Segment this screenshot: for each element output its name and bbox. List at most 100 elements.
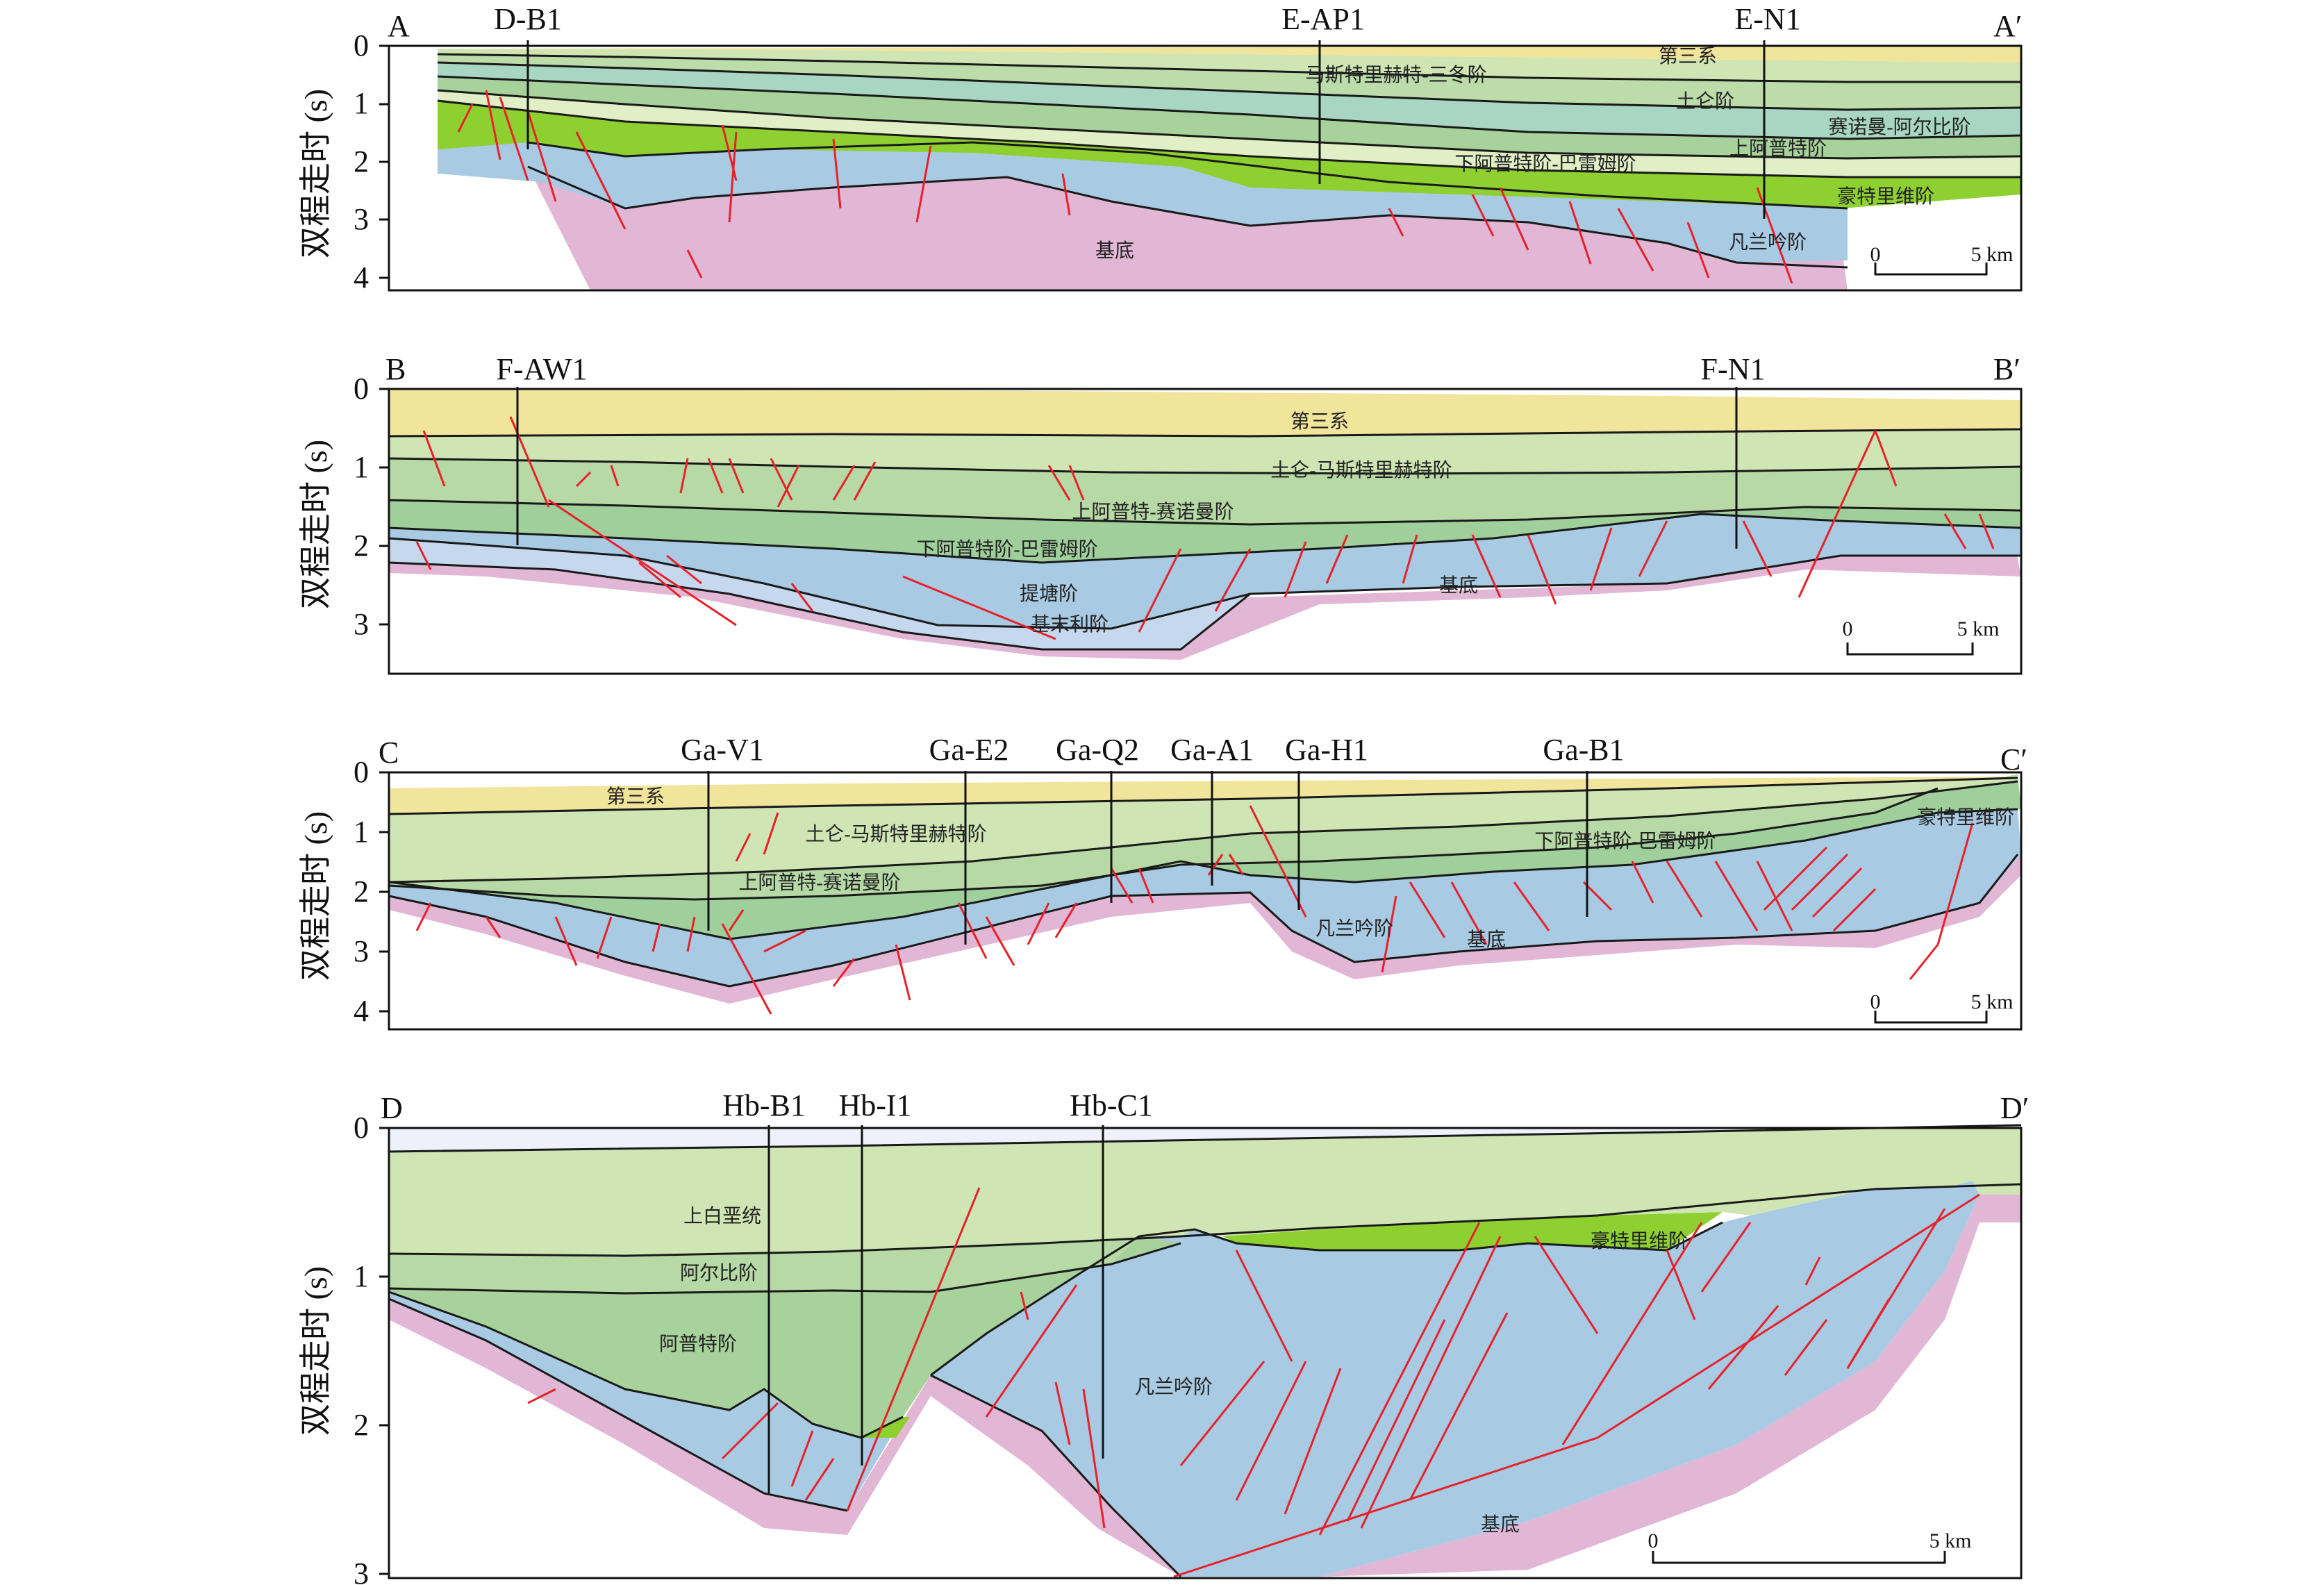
- tick-b-3: 3: [354, 607, 369, 641]
- well-ga-h1: Ga-H1: [1285, 733, 1368, 767]
- tick-c-3: 3: [354, 934, 369, 968]
- well-e-ap1: E-AP1: [1281, 2, 1365, 36]
- tick-a-4: 4: [354, 260, 369, 294]
- scale-d-km: 5 km: [1929, 1529, 1972, 1552]
- well-ga-q2: Ga-Q2: [1056, 733, 1139, 767]
- section-c: 双程走时 (s) 0 1 2 3 4: [298, 733, 2027, 1031]
- section-a: 双程走时 (s) 0 1 2 3 4: [298, 2, 2023, 294]
- section-b-right-label: B′: [1993, 352, 2020, 386]
- scale-b-km: 5 km: [1957, 617, 2000, 640]
- unit-basement-b: 基底: [1439, 574, 1478, 597]
- unit-lower-aptian-c: 下阿普特阶-巴雷姆阶: [1534, 830, 1716, 852]
- y-axis-label-b: 双程走时 (s): [298, 440, 333, 609]
- unit-basement-c: 基底: [1467, 929, 1506, 951]
- section-a-left-label: A: [388, 9, 410, 43]
- well-ga-v1: Ga-V1: [681, 733, 764, 767]
- well-ga-e2: Ga-E2: [929, 733, 1009, 767]
- unit-cenomanian-a: 赛诺曼-阿尔比阶: [1828, 116, 1970, 138]
- well-f-aw1: F-AW1: [497, 352, 588, 386]
- unit-albian-d: 阿尔比阶: [680, 1262, 758, 1284]
- tick-d-3: 3: [354, 1557, 369, 1585]
- tick-c-2: 2: [354, 874, 369, 908]
- unit-upper-aptian-b: 上阿普特-赛诺曼阶: [1072, 501, 1234, 523]
- layer-aptian-d: [389, 1288, 931, 1438]
- unit-tertiary-a: 第三系: [1659, 45, 1717, 67]
- tick-b-2: 2: [354, 529, 369, 563]
- tick-d-0: 0: [354, 1111, 369, 1145]
- tick-a-1: 1: [354, 86, 369, 120]
- unit-maastrichtian-a: 马斯特里赫特-三冬阶: [1305, 64, 1486, 86]
- layer-valanginian-a: [438, 142, 1848, 263]
- well-hb-b1: Hb-B1: [722, 1088, 806, 1122]
- layer-tertiary-a: [438, 46, 2021, 63]
- layer-maastrichtian-a: [438, 49, 2021, 82]
- scale-c-zero: 0: [1870, 990, 1881, 1013]
- unit-kimmeridgian-b: 基末利阶: [1031, 613, 1109, 636]
- section-c-right-label: C′: [2000, 742, 2027, 777]
- layer-top-d: [389, 1125, 2021, 1152]
- layer-turonian-a: [438, 54, 2021, 110]
- layer-valanginian-c: [389, 809, 2021, 986]
- layer-upper-aptian-a: [438, 76, 2021, 158]
- scale-bar-a: [1874, 263, 1988, 276]
- unit-lower-aptian-b: 下阿普特阶-巴雷姆阶: [916, 538, 1097, 561]
- scale-a-km: 5 km: [1971, 243, 2014, 266]
- layer-upper-cretaceous-d: [389, 1125, 2021, 1256]
- tick-c-0: 0: [354, 755, 369, 789]
- unit-aptian-d: 阿普特阶: [659, 1333, 737, 1355]
- layer-tertiary-b: [389, 389, 2021, 436]
- tick-b-1: 1: [354, 450, 369, 484]
- unit-basement-d: 基底: [1481, 1513, 1520, 1536]
- unit-upper-cretaceous-d: 上白垩统: [683, 1205, 761, 1227]
- unit-turonian-b: 土仑-马斯特里赫特阶: [1270, 459, 1452, 481]
- frame-c: [388, 771, 2023, 1031]
- unit-valanginian-c: 凡兰吟阶: [1315, 918, 1393, 940]
- unit-basement-a: 基底: [1095, 240, 1134, 262]
- unit-hauterivian-c: 豪特里维阶: [1917, 806, 2014, 829]
- unit-upper-aptian-c: 上阿普特-赛诺曼阶: [738, 872, 900, 894]
- layer-basement-a: [528, 167, 1848, 290]
- unit-upper-aptian-a: 上阿普特阶: [1729, 138, 1827, 160]
- section-b: 双程走时 (s) 0 1 2 3: [298, 352, 2023, 675]
- section-c-left-label: C: [379, 736, 399, 770]
- unit-valanginian-d: 凡兰吟阶: [1135, 1376, 1213, 1398]
- y-axis-label-c: 双程走时 (s): [298, 811, 333, 981]
- layer-tertiary-c: [389, 777, 2018, 814]
- unit-tertiary-c: 第三系: [606, 786, 665, 808]
- section-d-right-label: D′: [2000, 1091, 2029, 1125]
- tick-a-3: 3: [354, 202, 369, 236]
- layer-albian-d: [389, 1236, 1181, 1293]
- layer-valanginian-d-west: [389, 1292, 903, 1511]
- unit-hauterivian-a: 豪特里维阶: [1837, 185, 1934, 208]
- unit-turonian-a: 土仑阶: [1676, 90, 1734, 113]
- tick-a-0: 0: [354, 28, 369, 63]
- unit-valanginian-a: 凡兰吟阶: [1729, 231, 1807, 254]
- section-b-left-label: B: [385, 352, 406, 386]
- well-e-n1: E-N1: [1734, 2, 1800, 36]
- unit-lower-aptian-a: 下阿普特阶-巴雷姆阶: [1454, 153, 1636, 175]
- scale-b-zero: 0: [1843, 617, 1853, 640]
- tick-a-2: 2: [354, 144, 369, 179]
- layer-valanginian-d-east: [931, 1181, 1979, 1577]
- frame-d: [388, 1127, 2023, 1579]
- frame-a: [388, 44, 2023, 292]
- layer-hauterivian-a: [438, 101, 2021, 208]
- frame-b: [388, 388, 2023, 675]
- scale-d-zero: 0: [1648, 1529, 1659, 1552]
- well-ga-b1: Ga-B1: [1543, 733, 1624, 767]
- well-hb-i1: Hb-I1: [838, 1088, 911, 1122]
- layer-hauterivian-d: [1222, 1212, 1723, 1250]
- y-axis-label-a: 双程走时 (s): [298, 89, 333, 258]
- unit-tertiary-b: 第三系: [1290, 410, 1349, 433]
- layer-basement-b: [389, 542, 2021, 660]
- well-d-b1: D-B1: [494, 2, 562, 36]
- well-hb-c1: Hb-C1: [1070, 1088, 1153, 1122]
- tick-c-4: 4: [354, 994, 369, 1028]
- section-d: 双程走时 (s) 0 1 2 3: [298, 1088, 2029, 1585]
- scale-c-km: 5 km: [1971, 990, 2014, 1013]
- unit-turonian-c: 土仑-马斯特里赫特阶: [805, 823, 986, 845]
- layer-upper-aptian-b: [389, 458, 2021, 524]
- well-f-n1: F-N1: [1701, 352, 1766, 386]
- well-ga-a1: Ga-A1: [1170, 733, 1254, 767]
